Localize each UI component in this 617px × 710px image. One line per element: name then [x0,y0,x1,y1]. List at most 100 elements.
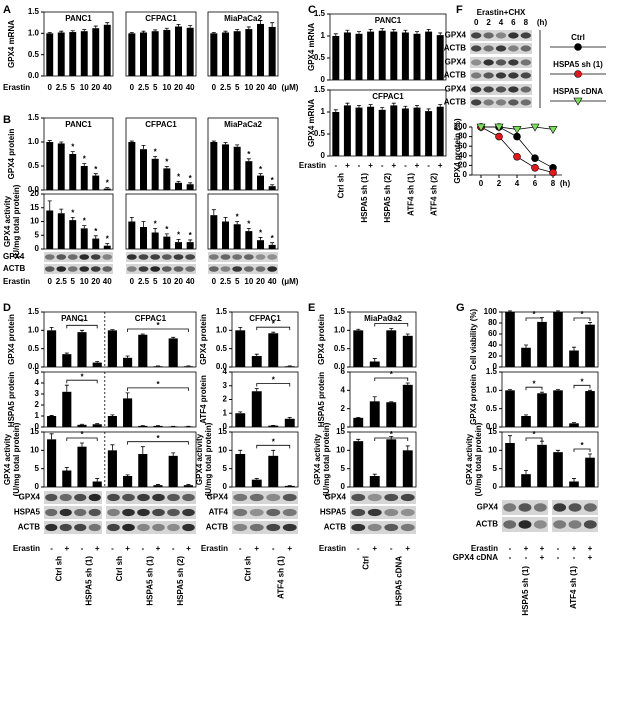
blot-band [282,508,297,517]
bar [553,312,563,367]
bar [505,390,515,427]
y-tick-label: 3 [35,389,40,398]
y-axis-label: GPX4 activity [195,433,204,485]
blot-strip [44,252,113,262]
error-bar [188,239,193,243]
error-bar [49,433,54,440]
error-bar [246,227,251,232]
x-tick-label: 0 [212,277,217,286]
x-tick-label: 2.5 [220,83,232,92]
bar [257,240,264,249]
bar [57,143,65,190]
error-bar [223,216,228,222]
bar [103,24,111,76]
error-bar [171,452,176,456]
x-tick-label: + [572,544,577,553]
significance: * [177,230,181,239]
bar [585,324,595,367]
blot-band [483,72,494,79]
y-axis-label: (U/mg total protein) [474,422,483,496]
bar [92,481,102,487]
error-bar [372,358,377,362]
x-tick-label: - [509,544,512,553]
y-tick-label: 1.0 [28,28,40,37]
x-tick-label: - [390,544,393,553]
x-tick-label: 0 [48,277,53,286]
comparison-label: * [580,310,584,319]
bar [77,424,87,427]
error-bar [93,25,98,29]
bar [353,417,364,427]
bar [378,30,386,80]
x-tick-label: 5 [71,277,76,286]
error-bar [287,416,292,419]
bar [436,35,444,80]
x-tick-label: - [557,544,560,553]
comparison-label: * [532,310,536,319]
error-bar [171,336,176,339]
blot-strip [232,521,298,534]
x-tick-label: - [573,553,576,562]
blot-band [470,72,482,79]
bar [386,330,397,367]
bar [222,221,229,249]
bracket [127,328,189,332]
plot-frame [349,371,417,428]
y-tick-label: 15 [218,427,227,436]
bar [284,485,295,487]
x-tick-label: 0 [130,83,135,92]
error-bar [357,105,361,108]
y-tick-label: 80 [488,318,497,327]
blot-band [137,523,150,532]
error-bar [258,20,263,24]
blot-band [59,508,72,517]
blot-strip [350,491,416,504]
blot-band [282,493,297,502]
significance: * [259,229,263,238]
y-axis-label: GPX4 activity [465,433,474,485]
y-tick-label: 1.0 [28,137,40,146]
bar [268,333,279,367]
blot-band [173,254,184,260]
blot-time: 8 [524,18,529,27]
blot-band [150,266,161,272]
point [513,132,521,141]
bar [505,443,515,487]
blot-band [520,59,532,66]
blot-strip [126,252,196,262]
bar [168,455,178,487]
bar [537,393,547,427]
error-bar [82,225,87,229]
error-bar [223,30,228,33]
x-tick-label: + [415,161,420,170]
bar [235,330,246,367]
blot-band [232,266,243,272]
error-bar [345,29,350,33]
blot-band [470,86,482,93]
error-bar [125,392,130,399]
significance: * [177,172,181,181]
blot-band [138,266,149,272]
blot-label: GPX4 [19,493,41,502]
panel-label: E [308,302,315,314]
error-bar [70,30,75,33]
chart-title: CFPAC1 [249,314,281,323]
error-bar [153,156,158,159]
bar [401,108,409,156]
comparison-label: * [156,380,160,389]
error-bar [270,184,275,187]
error-bar [176,238,181,243]
y-axis-label: GPX4 activity [3,433,12,485]
y-tick-label: 15 [30,203,39,212]
y-tick-label: 0 [341,482,346,491]
blot-band [266,493,281,502]
plot-frame [329,89,447,157]
x-tick-label: 2 [497,179,502,188]
x-tick-label: 20 [256,83,265,92]
y-tick-label: 4 [223,367,228,376]
bar [222,32,229,76]
bar [268,244,276,249]
x-tick-label: + [345,161,350,170]
error-bar [110,329,115,331]
